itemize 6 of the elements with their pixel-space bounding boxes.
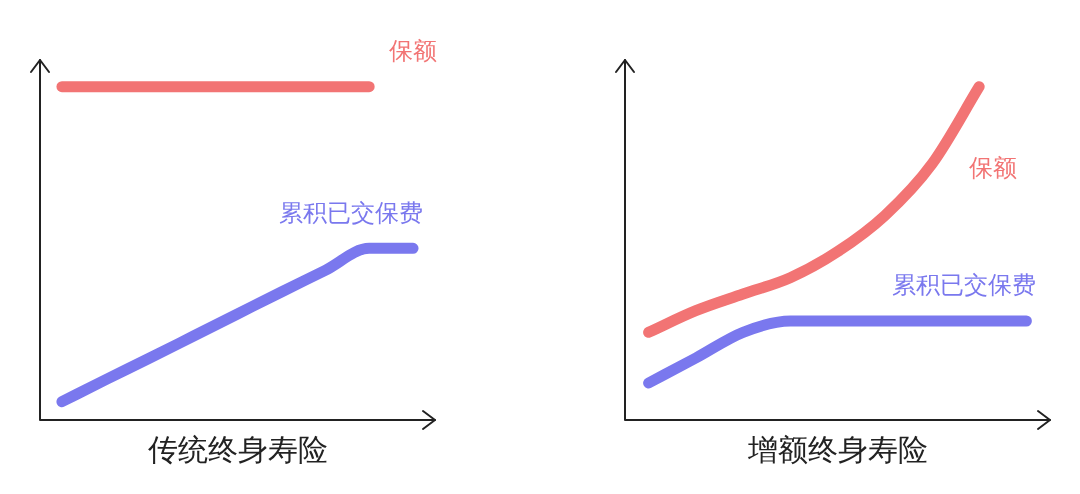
x-axis-title: 传统终身寿险 xyxy=(147,431,328,467)
series-label: 保额 xyxy=(969,153,1018,182)
x-axis-title: 增额终身寿险 xyxy=(746,431,928,467)
series-label: 保额 xyxy=(389,36,438,65)
series-label: 累积已交保费 xyxy=(892,271,1037,300)
series-label: 累积已交保费 xyxy=(279,198,424,227)
